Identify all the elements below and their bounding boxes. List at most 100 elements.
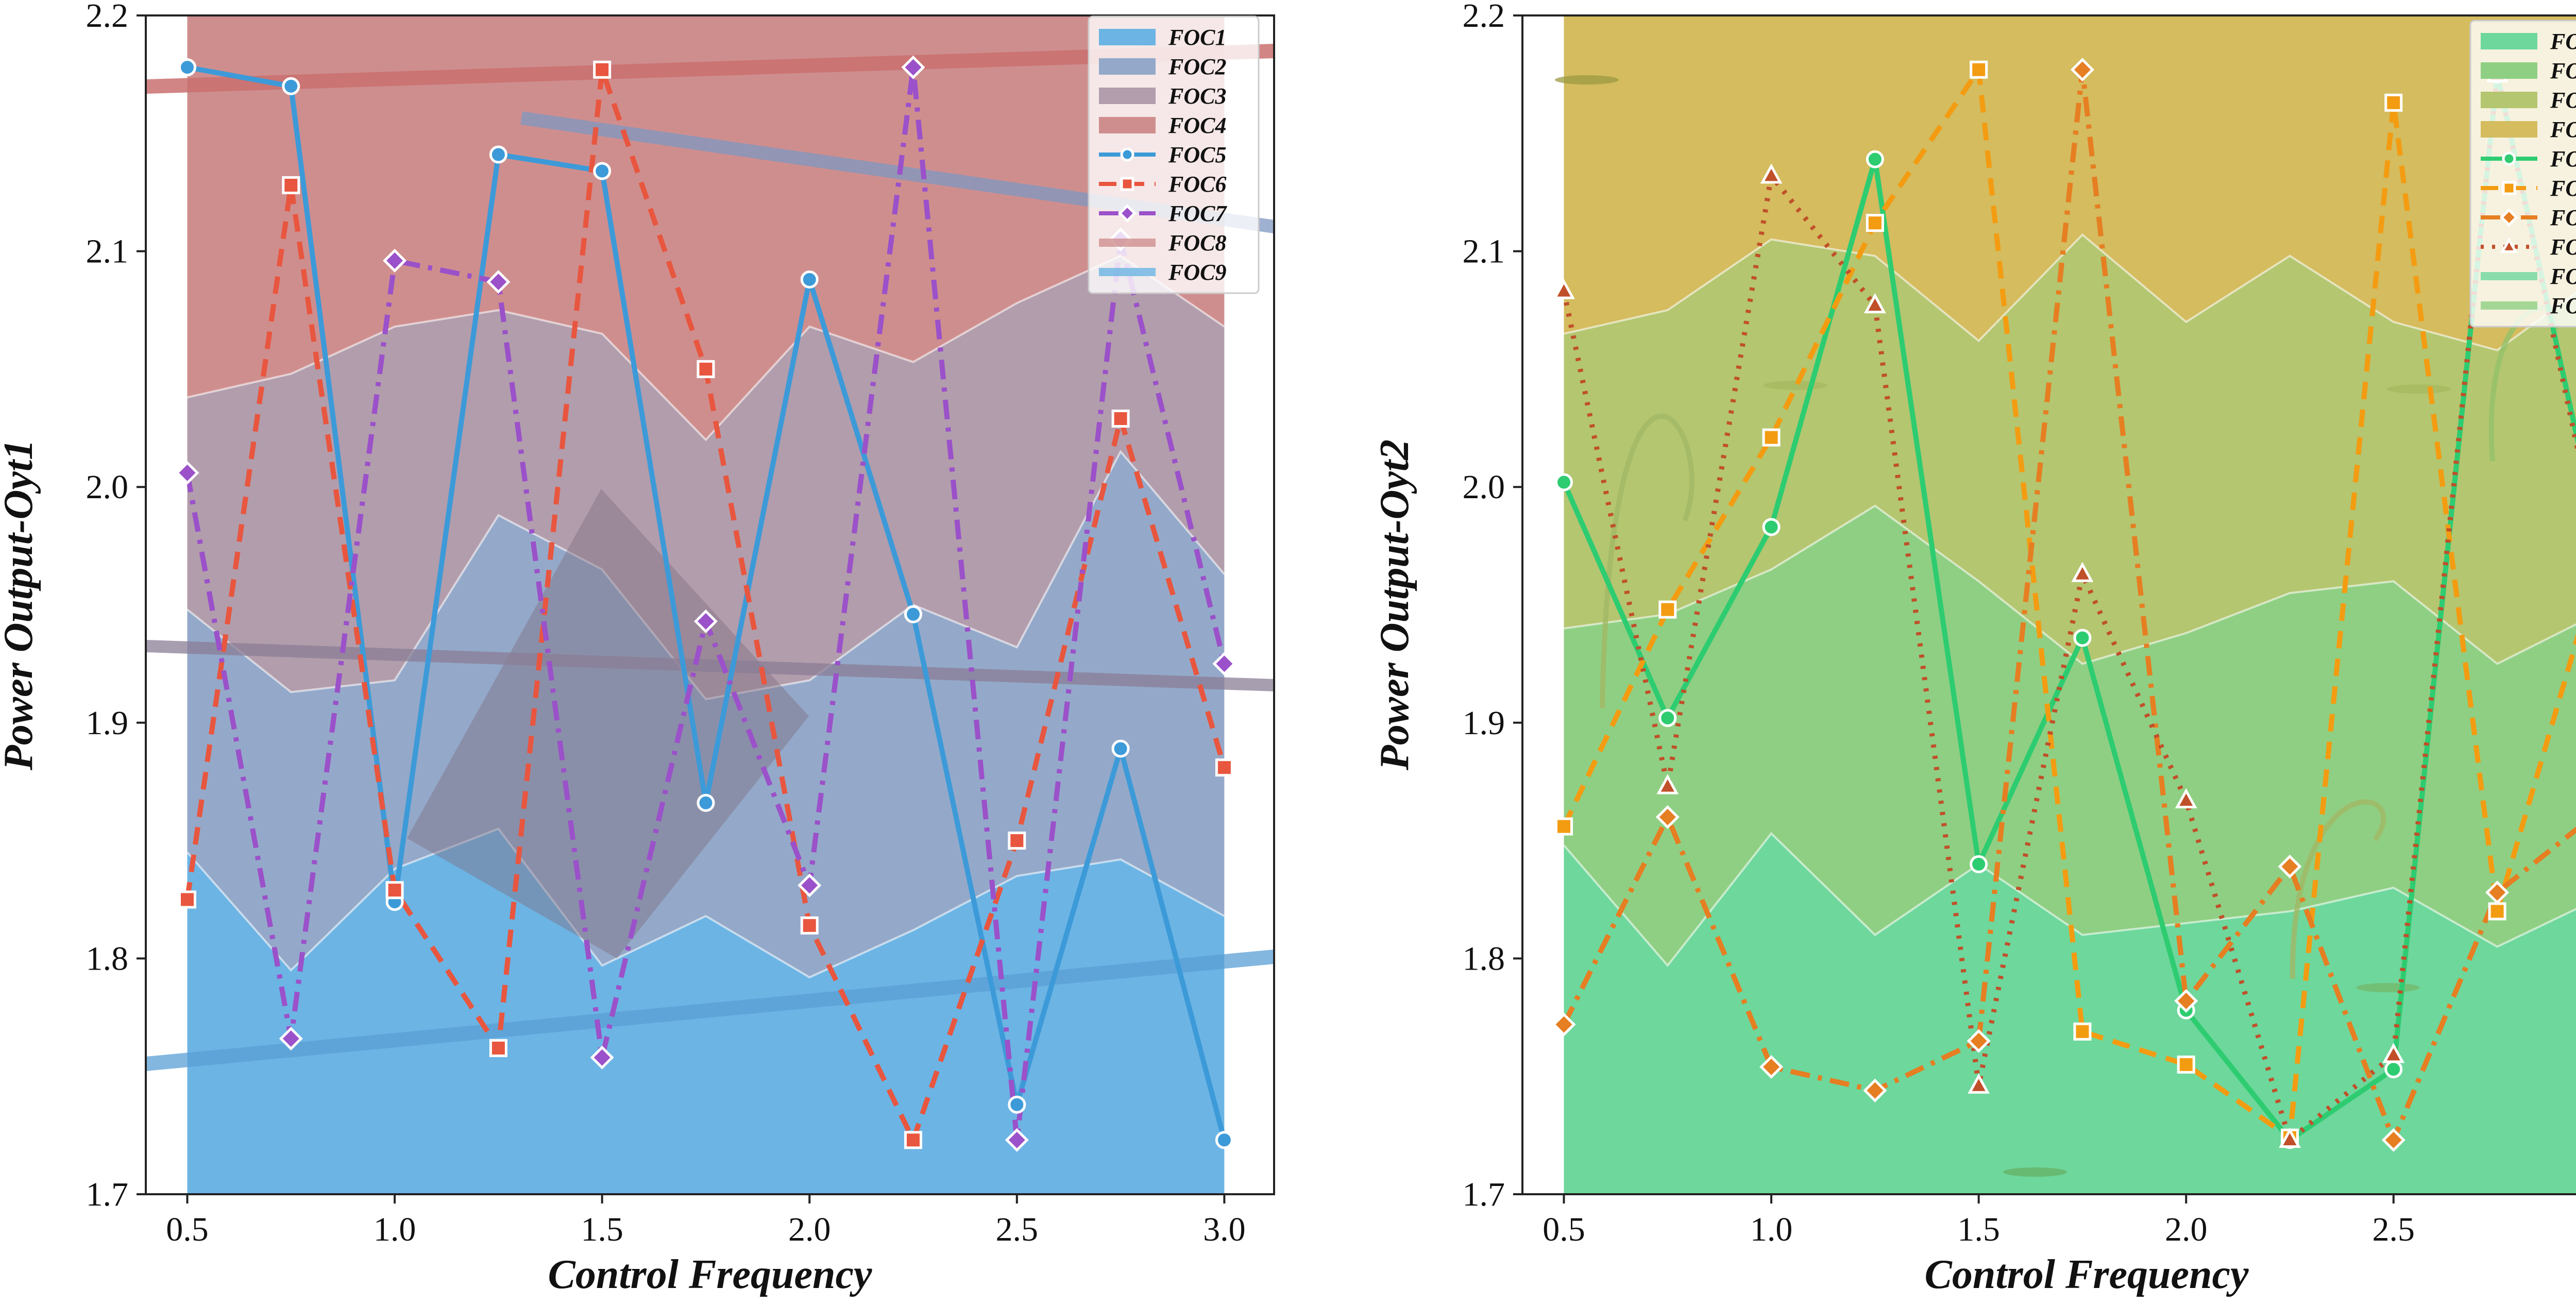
decor-arc — [2290, 799, 2386, 979]
legend-label: FOC5 — [2550, 146, 2576, 172]
decor-dash — [2003, 1167, 2067, 1177]
data-point-FOC6 — [1658, 600, 1677, 619]
legend-label: FOC5 — [1168, 142, 1226, 167]
legend-marker — [2502, 181, 2516, 195]
band-FOC3 — [1564, 234, 2576, 664]
legend-label: FOC6 — [2550, 176, 2576, 201]
y-tick-label: 2.0 — [86, 468, 129, 506]
data-point-FOC6 — [1866, 214, 1884, 232]
y-tick-label: 2.2 — [86, 0, 129, 35]
band-boundary-0 — [187, 827, 1225, 979]
band-boundary-0 — [1563, 832, 2576, 968]
data-point-FOC6 — [1215, 758, 1233, 777]
legend-swatch — [1099, 58, 1156, 75]
data-point-FOC7 — [1005, 1128, 1029, 1152]
data-point-FOC7 — [2278, 854, 2302, 878]
x-tick-label: 2.0 — [788, 1211, 831, 1248]
data-point-FOC6 — [489, 1039, 507, 1057]
legend-label: FOC1 — [2550, 29, 2576, 54]
data-point-FOC7 — [2174, 989, 2198, 1013]
x-tick-label: 1.5 — [1957, 1211, 2000, 1248]
data-point-FOC6 — [2073, 1022, 2092, 1041]
decor-stroke-blue — [146, 950, 1274, 1071]
data-point-FOC8 — [1760, 163, 1783, 184]
x-tick-label: 0.5 — [166, 1211, 209, 1248]
data-point-FOC5 — [2073, 629, 2092, 647]
legend-label: FOC6 — [1168, 172, 1226, 197]
x-tick-label: 1.5 — [581, 1211, 623, 1248]
data-point-FOC5 — [1111, 739, 1130, 758]
decor-diamond-shape — [407, 489, 809, 958]
data-point-FOC7 — [590, 1045, 614, 1070]
decor-arc — [1600, 414, 1694, 709]
data-point-FOC5 — [2384, 1060, 2403, 1078]
decor-stroke-mauve — [146, 640, 1274, 691]
y-ticks-left: 1.7 1.8 1.9 2.0 2.1 2.2 — [86, 0, 146, 1213]
data-point-FOC7 — [175, 461, 199, 485]
data-point-FOC6 — [904, 1131, 923, 1149]
legend-swatch — [2481, 33, 2537, 49]
legend-label: FOC8 — [1168, 230, 1226, 256]
data-point-FOC7 — [2070, 58, 2094, 82]
marker-layer — [1552, 58, 2510, 1152]
legend-marker — [2500, 208, 2518, 227]
decor-dash — [2356, 983, 2420, 992]
data-point-FOC7 — [1759, 1055, 1784, 1079]
decor-dash — [1555, 75, 1619, 84]
data-point-FOC8 — [1863, 293, 1886, 314]
x-tick-label: 1.0 — [1750, 1211, 1793, 1248]
data-point-FOC6 — [593, 60, 612, 79]
axes-right — [1521, 14, 2576, 1195]
x-tick-label: 0.5 — [1543, 1211, 1585, 1248]
legend-label: FOC4 — [2550, 117, 2576, 142]
data-point-FOC7 — [693, 609, 718, 634]
legend-swatch — [1099, 88, 1156, 104]
band-FOC1 — [1564, 833, 2576, 1194]
legend-label: FOC4 — [1168, 113, 1226, 138]
data-point-FOC5 — [1008, 1095, 1026, 1114]
data-point-FOC5 — [593, 162, 612, 180]
x-axis-label-left: Control Frequency — [548, 1252, 872, 1297]
y-tick-label: 1.9 — [86, 704, 129, 742]
data-point-FOC8 — [2382, 1043, 2405, 1063]
legend-swatch — [2481, 121, 2537, 138]
data-point-FOC7 — [279, 1026, 303, 1051]
x-tick-label: 3.0 — [1203, 1211, 1246, 1248]
chart-left: 0.5 1.0 1.5 2.0 2.5 3.0 1.7 1.8 1.9 2.0 2.1 2.2 Co… — [0, 0, 1275, 1297]
legend-label: FOC2 — [2550, 58, 2576, 83]
data-point-FOC7 — [1655, 805, 1680, 829]
data-point-FOC8 — [1968, 1073, 1990, 1094]
x-tick-label: 1.0 — [374, 1211, 416, 1248]
data-point-FOC5 — [489, 145, 507, 164]
data-point-FOC6 — [2177, 1055, 2195, 1074]
data-point-FOC7 — [486, 270, 511, 294]
series-line-FOC6 — [1562, 67, 2576, 1141]
legend-label: FOC3 — [2550, 88, 2576, 113]
legend-marker — [1120, 147, 1134, 162]
series-line-FOC8 — [1561, 72, 2576, 1143]
y-tick-label: 1.9 — [1463, 704, 1505, 742]
x-tick-label: 2.5 — [2372, 1211, 2415, 1248]
legend-marker — [2502, 151, 2516, 166]
y-tick-label: 1.8 — [86, 940, 129, 977]
legend-label: FOC2 — [1168, 54, 1226, 79]
data-point-FOC5 — [1762, 518, 1781, 536]
data-point-FOC6 — [1111, 409, 1130, 428]
data-point-FOC7 — [798, 873, 822, 897]
x-axis-label-right: Control Frequency — [1925, 1252, 2249, 1297]
data-point-FOC7 — [1967, 1029, 1991, 1053]
data-point-FOC6 — [2488, 902, 2506, 921]
data-point-FOC5 — [178, 58, 197, 77]
legend-marker — [2500, 237, 2518, 253]
data-point-FOC6 — [1555, 817, 1573, 836]
x-tick-label: 2.0 — [2165, 1211, 2208, 1248]
legend-label: FOC7 — [1168, 201, 1227, 226]
data-point-FOC5 — [697, 793, 715, 812]
legend-label: FOC3 — [1168, 83, 1226, 109]
data-point-FOC5 — [1658, 709, 1677, 727]
y-axis-label-left: Power Output-Oyt1 — [0, 439, 41, 771]
decor-stroke-red — [146, 44, 1274, 94]
x-ticks-right: 0.51.01.52.02.53.0 — [1543, 1194, 2415, 1248]
data-point-FOC7 — [383, 248, 407, 273]
